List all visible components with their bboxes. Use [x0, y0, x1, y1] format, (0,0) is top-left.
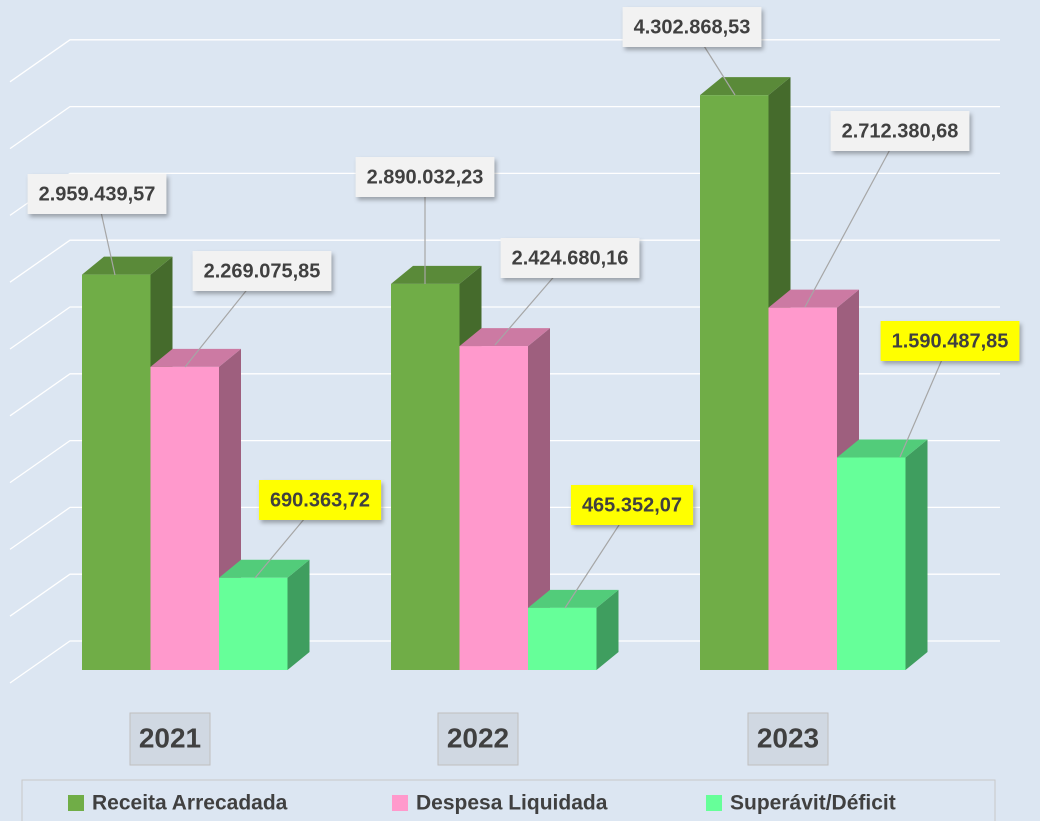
legend-label: Superávit/Déficit [730, 792, 896, 815]
grid-line [9, 640, 1000, 684]
bar-side [905, 439, 928, 670]
category-box [437, 712, 519, 766]
legend-swatch [706, 795, 722, 811]
leader-line [804, 130, 901, 308]
bar [459, 346, 528, 670]
bar [82, 274, 151, 670]
x-tick-label: 2022 [447, 722, 509, 753]
x-tick-label: 2021 [139, 722, 201, 753]
bar [768, 307, 837, 670]
data-label: 2.890.032,23 [367, 166, 484, 188]
data-label-box [500, 238, 640, 278]
bar-side [528, 328, 550, 670]
data-label: 1.590.487,85 [892, 330, 1009, 352]
bar-top [82, 256, 173, 275]
grid-line [9, 573, 1000, 617]
data-label: 2.712.380,68 [842, 120, 959, 142]
bar [528, 607, 597, 670]
bar-side [596, 589, 619, 670]
bar-top [528, 589, 619, 608]
data-label-box [880, 321, 1020, 361]
bar [837, 457, 906, 670]
bar-top [391, 265, 482, 284]
bar-top [150, 348, 241, 367]
data-label-box [27, 174, 167, 214]
data-label-box [355, 157, 495, 197]
bar [700, 95, 769, 670]
bar-top [459, 328, 550, 347]
bar-top [837, 439, 928, 458]
data-label: 2.959.439,57 [39, 183, 156, 205]
bar-top [219, 559, 310, 578]
bar [150, 366, 219, 670]
bar [391, 283, 460, 670]
category-box [747, 712, 829, 766]
bar-side [287, 559, 310, 670]
category-box [129, 712, 211, 766]
legend-swatch [392, 795, 408, 811]
data-label: 4.302.868,53 [634, 16, 751, 38]
bar [219, 577, 288, 670]
x-tick-label: 2023 [757, 722, 819, 753]
grid-line [9, 439, 1000, 484]
grid-line [9, 239, 1000, 283]
grid-line [9, 306, 1000, 350]
grid-line [9, 105, 1000, 150]
data-label-box [192, 251, 332, 291]
data-label: 2.269.075,85 [204, 260, 321, 282]
data-label: 2.424.680,16 [512, 247, 629, 269]
bar-top [700, 77, 791, 96]
data-label-box [258, 480, 382, 520]
legend-label: Despesa Liquidada [416, 792, 608, 815]
legend-swatch [68, 795, 84, 811]
data-label-box [570, 485, 694, 525]
legend-box [21, 779, 996, 821]
grid-line [9, 373, 1000, 417]
legend-label: Receita Arrecadada [92, 792, 288, 815]
data-label: 465.352,07 [582, 494, 682, 516]
data-label: 690.363,72 [270, 489, 370, 511]
data-label-box [830, 111, 970, 151]
grid-line [9, 39, 1000, 83]
bar-top [768, 289, 859, 308]
data-label-box [622, 7, 762, 47]
